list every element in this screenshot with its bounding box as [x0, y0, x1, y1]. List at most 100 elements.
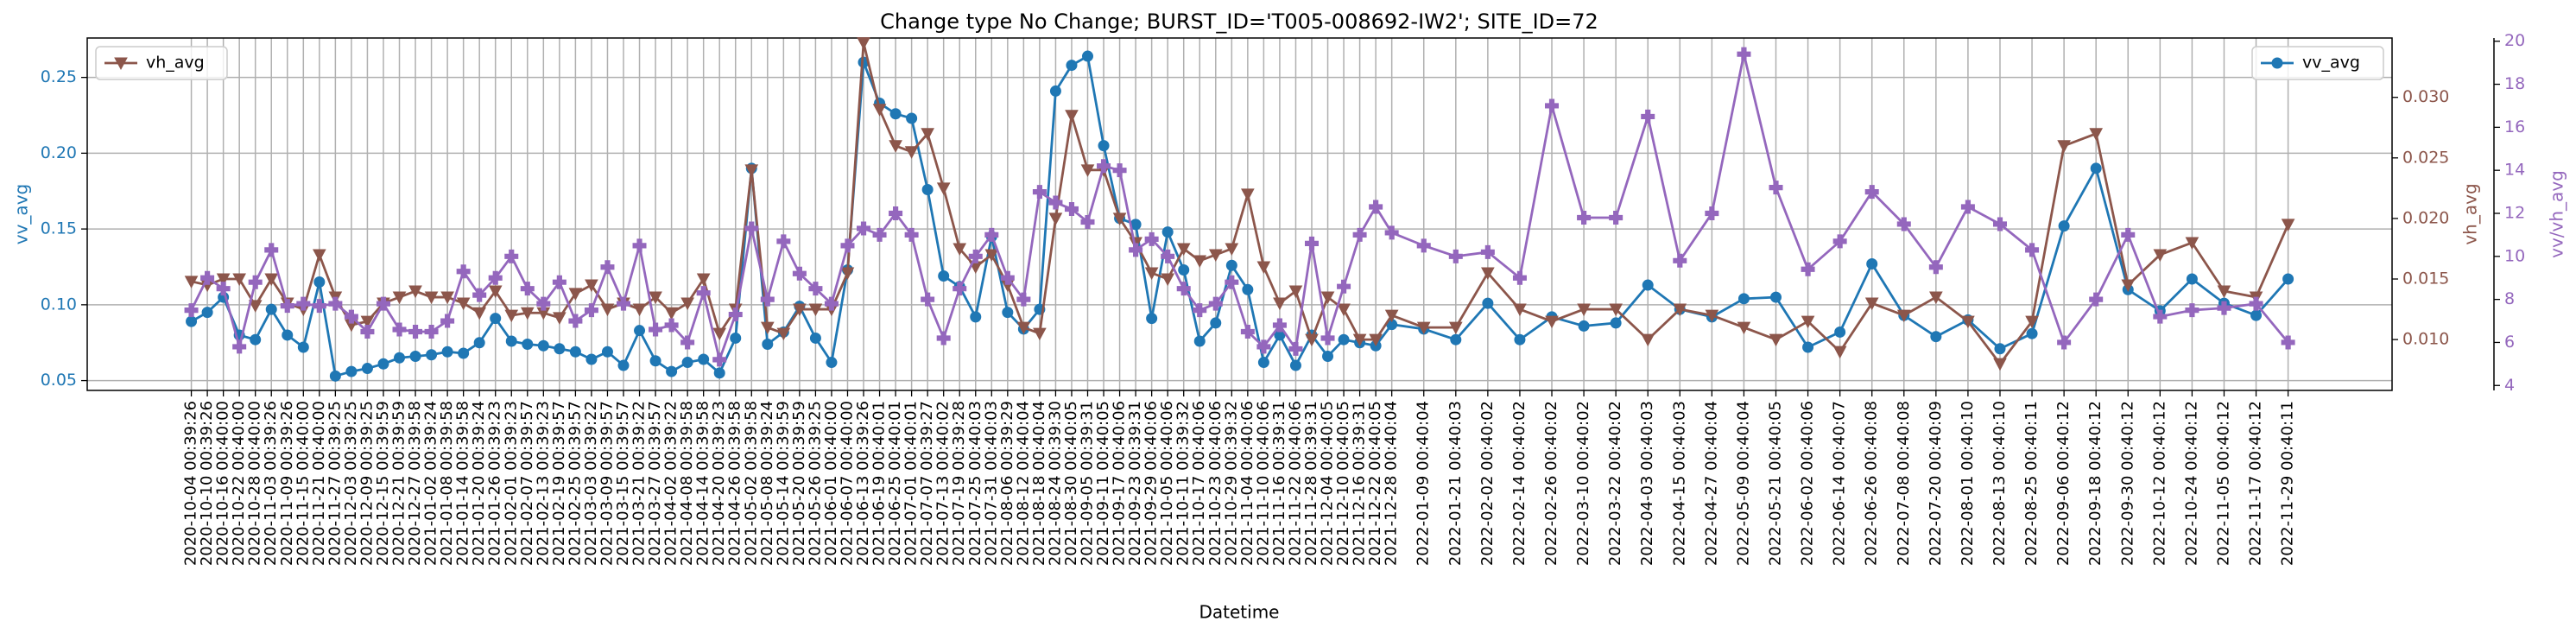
x-tick-label: 2021-12-10 00:40:05: [1334, 401, 1352, 566]
point: [200, 270, 215, 285]
x-tick-label: 2020-11-03 00:39:26: [262, 401, 280, 566]
point: [297, 341, 309, 353]
point: [600, 260, 615, 275]
point: [1112, 163, 1127, 178]
y3-tick-label: 6: [2504, 333, 2515, 352]
point: [680, 335, 695, 350]
point: [472, 307, 487, 320]
x-tick-label: 2021-05-14 00:39:59: [774, 401, 792, 566]
point: [1928, 260, 1943, 275]
point: [1320, 331, 1335, 346]
y2-tick-label: 0.030: [2402, 87, 2449, 106]
point: [730, 332, 742, 344]
point: [904, 227, 919, 242]
point: [488, 285, 503, 299]
x-tick-label: 2022-09-06 00:40:12: [2054, 401, 2073, 566]
point: [1049, 85, 1061, 97]
y2-tick-label: 0.020: [2402, 208, 2449, 227]
point: [1929, 291, 1943, 305]
point: [1225, 275, 1239, 289]
point: [968, 249, 983, 263]
point: [1961, 315, 1975, 329]
point: [1225, 243, 1239, 257]
legend-label: vh_avg: [146, 54, 205, 73]
y3-tick-label: 12: [2504, 204, 2525, 223]
point: [1769, 181, 1783, 195]
point: [1240, 325, 1255, 339]
point: [1641, 109, 1655, 124]
point: [409, 351, 421, 363]
x-tick-label: 2021-09-17 00:40:06: [1111, 401, 1129, 566]
point: [2058, 220, 2070, 232]
point: [1705, 206, 1719, 221]
y3-tick-label: 18: [2504, 74, 2525, 93]
x-tick-label: 2022-05-09 00:40:04: [1734, 401, 1752, 566]
x-tick-label: 2021-11-28 00:39:31: [1302, 401, 1320, 566]
y3-axis-label: vv/vh_avg: [2547, 170, 2567, 258]
point: [2185, 237, 2199, 250]
x-tick-label: 2021-08-30 00:40:05: [1062, 401, 1080, 566]
point: [1802, 341, 1814, 353]
point: [1513, 303, 1527, 317]
point: [328, 296, 343, 311]
x-tick-label: 2020-12-21 00:39:59: [390, 401, 408, 566]
point: [1737, 47, 1751, 61]
point: [1673, 303, 1687, 317]
point: [1242, 283, 1254, 295]
point: [490, 313, 502, 325]
x-tick-label: 2021-05-26 00:39:25: [806, 401, 824, 566]
point: [568, 288, 583, 301]
point: [889, 108, 902, 120]
point: [296, 296, 311, 311]
point: [520, 307, 535, 320]
point: [1369, 333, 1383, 347]
point: [1864, 297, 1879, 311]
point: [1000, 270, 1015, 285]
x-tick-label: 2021-02-01 00:39:23: [502, 401, 520, 566]
point: [1416, 238, 1431, 253]
point: [970, 311, 982, 323]
point: [936, 331, 951, 346]
point: [634, 325, 646, 337]
point: [1288, 285, 1303, 299]
point: [1048, 212, 1063, 225]
point: [1960, 200, 1975, 214]
y-tick-label: 0.10: [41, 295, 77, 314]
point: [1305, 333, 1319, 347]
y-tick-label: 0.15: [41, 219, 77, 238]
point: [1641, 333, 1655, 347]
point: [1609, 303, 1623, 317]
x-tick-label: 2021-03-27 00:39:57: [646, 401, 664, 566]
x-tick-label: 2020-10-22 00:40:00: [230, 401, 248, 566]
plot-frame: [86, 37, 2393, 391]
x-tick-label: 2021-12-16 00:39:31: [1351, 401, 1369, 566]
point: [649, 355, 661, 367]
point: [1384, 225, 1399, 240]
x-tick-label: 2021-03-21 00:39:22: [630, 401, 649, 566]
point: [2121, 227, 2136, 242]
x-tick-label: 2021-08-12 00:40:04: [1014, 401, 1032, 566]
point: [2090, 162, 2102, 174]
point: [984, 249, 999, 263]
point: [1545, 98, 1560, 113]
point: [1450, 333, 1462, 346]
point: [2249, 296, 2263, 311]
point: [1032, 185, 1047, 200]
point: [809, 332, 821, 344]
x-tick-label: 2021-12-28 00:40:04: [1383, 401, 1401, 566]
point: [360, 325, 375, 339]
point: [554, 343, 566, 355]
y-tick-label: 0.25: [41, 67, 77, 86]
x-tick-label: 2022-07-08 00:40:08: [1895, 401, 1913, 566]
point: [1256, 339, 1271, 354]
point: [1033, 327, 1047, 341]
x-tick-label: 2021-10-05 00:40:06: [1158, 401, 1176, 566]
point: [2025, 243, 2040, 257]
point: [248, 275, 263, 289]
y-tick-label: 0.20: [41, 143, 77, 162]
point: [1208, 249, 1223, 263]
point: [488, 270, 503, 285]
point: [1369, 200, 1383, 214]
point: [1129, 243, 1143, 257]
point: [1737, 321, 1751, 335]
